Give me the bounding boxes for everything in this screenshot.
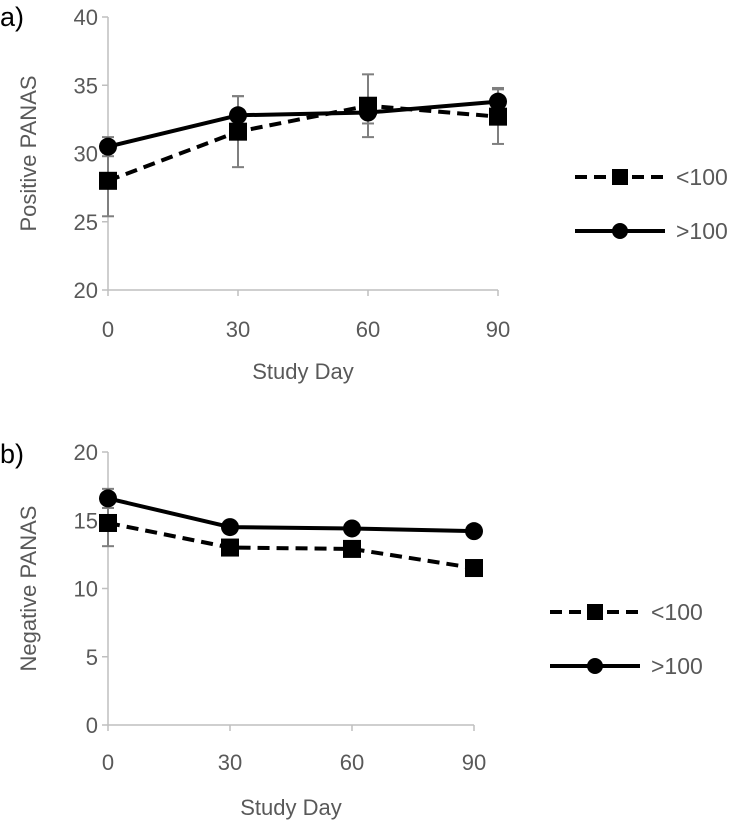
data-point-circle: [343, 519, 361, 538]
legend-label: <100: [651, 599, 703, 625]
y-tick-label: 20: [74, 278, 98, 303]
y-tick-label: 0: [86, 713, 98, 738]
y-tick-label: 15: [74, 508, 98, 533]
legend-marker-square: [587, 604, 603, 620]
x-tick-label: 30: [218, 750, 242, 775]
x-tick-label: 0: [102, 317, 114, 342]
y-tick-label: 30: [74, 142, 98, 167]
y-tick-label: 10: [74, 577, 98, 602]
x-axis-title: Study Day: [240, 795, 342, 820]
series-line-gt100: [107, 496, 475, 534]
series-line-gt100: [107, 99, 499, 149]
x-tick-label: 60: [340, 750, 364, 775]
legend-marker-circle: [587, 658, 603, 674]
legend-label: <100: [676, 164, 728, 190]
y-axis-title: Negative PANAS: [16, 506, 41, 672]
data-point-circle: [221, 518, 239, 537]
data-point-circle: [99, 137, 117, 156]
series-line-lt100: [107, 521, 475, 571]
legend-label: >100: [676, 218, 728, 244]
data-point-circle: [465, 522, 483, 541]
y-tick-label: 20: [74, 440, 98, 465]
x-axis-title: Study Day: [252, 359, 354, 384]
x-tick-label: 60: [356, 317, 380, 342]
data-point-circle: [229, 106, 247, 125]
x-tick-label: 90: [462, 750, 486, 775]
data-point-square: [229, 122, 247, 141]
data-point-square: [221, 538, 239, 557]
x-tick-label: 30: [226, 317, 250, 342]
y-tick-label: 5: [86, 645, 98, 670]
x-tick-label: 90: [486, 317, 510, 342]
y-tick-label: 25: [74, 210, 98, 235]
chart-panel-a: a) 20 25 30 35 40 0 30 60 90 Positive PANAS Study D…: [0, 2, 728, 384]
data-point-square: [99, 171, 117, 190]
y-axis-title: Positive PANAS: [16, 75, 41, 231]
data-point-square: [465, 559, 483, 578]
legend-label: >100: [651, 653, 703, 679]
panel-label: a): [0, 2, 24, 32]
data-point-square: [99, 513, 117, 532]
data-point-square: [343, 539, 361, 558]
legend-marker-circle: [612, 223, 628, 239]
panel-label: b): [0, 439, 24, 469]
series-line-lt100: [107, 103, 499, 183]
x-tick-label: 0: [102, 750, 114, 775]
legend-marker-square: [612, 169, 628, 185]
data-point-circle: [359, 103, 377, 122]
data-point-circle: [489, 92, 507, 111]
y-tick-label: 35: [74, 73, 98, 98]
data-point-circle: [99, 489, 117, 508]
data-point-square: [489, 107, 507, 126]
chart-panel-b: b) 0 5 10 15 20 0 30 60 90 Negative PANAS Study Day…: [0, 439, 703, 820]
y-tick-label: 40: [74, 5, 98, 30]
